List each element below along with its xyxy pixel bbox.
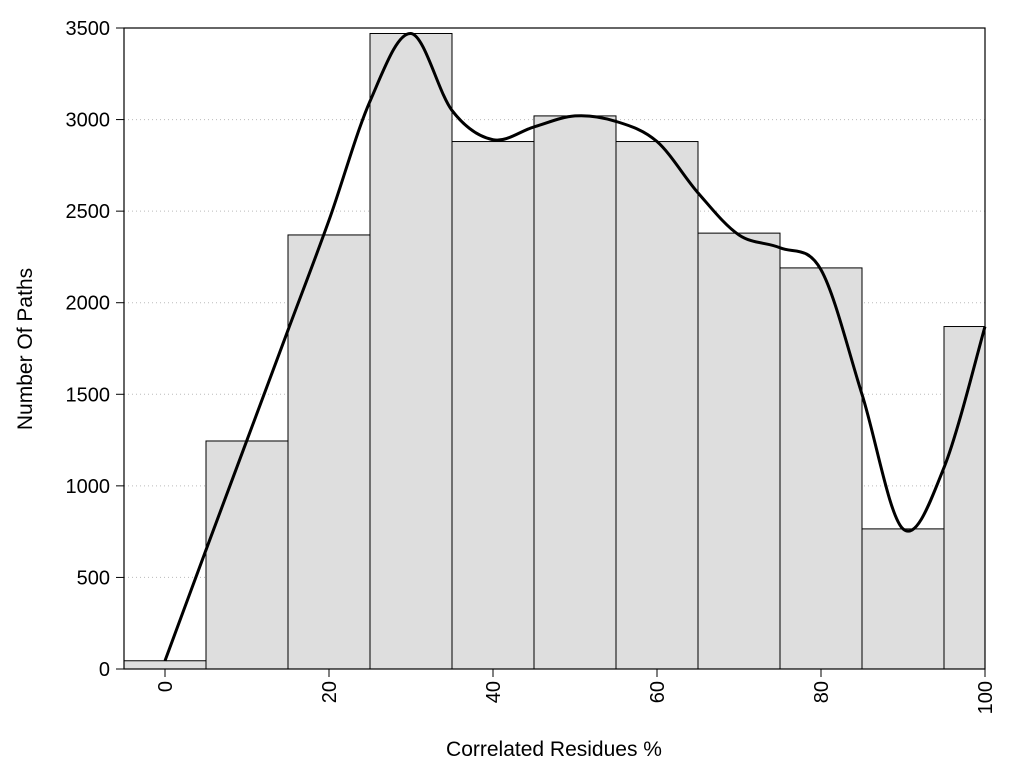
- density-curve: [163, 31, 987, 662]
- y-tick-label: 1500: [66, 384, 111, 406]
- y-tick-label: 500: [77, 567, 110, 589]
- histogram-bar: [287, 234, 371, 670]
- y-tick-label: 2000: [66, 293, 111, 315]
- histogram-bar: [697, 232, 781, 670]
- x-tick-label: 40: [483, 681, 505, 703]
- y-tick-label: 0: [99, 659, 110, 681]
- histogram-bars: [123, 32, 986, 670]
- x-tick-label: 100: [975, 681, 997, 714]
- density-curve-group: [163, 31, 987, 662]
- y-tick-label: 3000: [66, 110, 111, 132]
- histogram-bar: [369, 32, 453, 670]
- x-tick-label: 0: [155, 681, 177, 692]
- y-axis-ticks: 0 500 1000 1500 2000 2500 3000 3500: [66, 18, 124, 681]
- histogram-bar: [533, 115, 617, 670]
- y-tick-label: 1000: [66, 476, 111, 498]
- histogram-bar: [779, 267, 863, 670]
- histogram-bar: [451, 141, 535, 670]
- histogram-bar: [943, 326, 986, 670]
- histogram-bar: [123, 660, 207, 670]
- x-tick-label: 80: [811, 681, 833, 703]
- histogram-bar: [861, 528, 945, 670]
- y-tick-label: 2500: [66, 201, 111, 223]
- histogram-bar: [615, 141, 699, 670]
- x-tick-label: 60: [647, 681, 669, 703]
- x-axis-ticks: 0 20 40 60 80 100: [155, 669, 997, 714]
- x-tick-label: 20: [319, 681, 341, 703]
- plot-frame: [123, 27, 986, 670]
- histogram-bar: [205, 440, 289, 670]
- y-tick-label: 3500: [66, 18, 111, 40]
- y-axis-title: Number Of Paths: [14, 268, 37, 430]
- x-axis-title: Correlated Residues %: [446, 738, 662, 761]
